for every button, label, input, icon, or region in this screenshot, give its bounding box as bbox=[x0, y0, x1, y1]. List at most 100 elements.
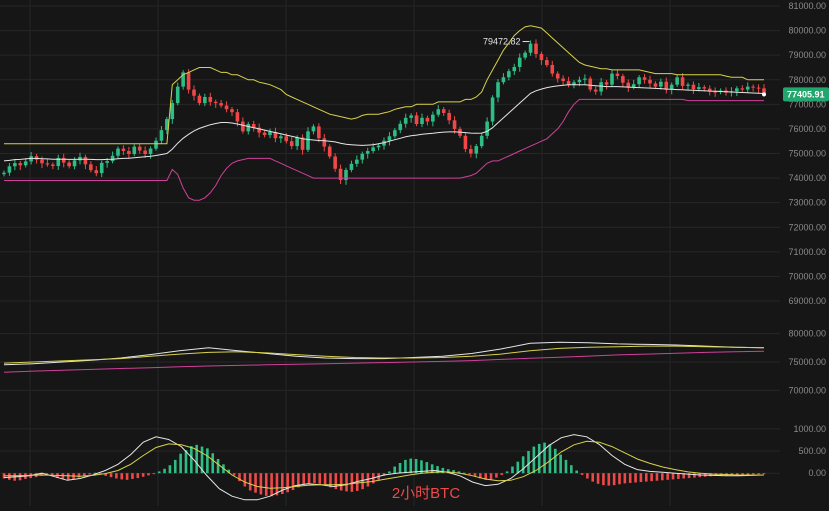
macd-histogram-bar bbox=[195, 444, 198, 474]
candle bbox=[344, 167, 348, 185]
candle bbox=[317, 123, 321, 143]
candle-body bbox=[7, 166, 12, 173]
candle bbox=[550, 60, 555, 77]
macd-histogram-bar bbox=[741, 473, 744, 475]
candle-body bbox=[512, 66, 517, 72]
macd-histogram-bar bbox=[259, 473, 263, 495]
candle-body bbox=[501, 77, 506, 83]
macd-histogram-bar bbox=[709, 473, 712, 477]
macd-histogram-bar bbox=[152, 473, 156, 475]
macd-histogram-bar bbox=[452, 470, 455, 474]
candle bbox=[327, 144, 332, 159]
macd-histogram-bar bbox=[345, 473, 348, 492]
candle bbox=[403, 113, 408, 128]
macd-histogram-bar bbox=[757, 473, 760, 475]
candle bbox=[127, 146, 131, 159]
candle-body bbox=[327, 146, 332, 157]
macd-histogram-bar bbox=[334, 473, 338, 490]
macd-histogram-bar bbox=[559, 454, 562, 474]
price-axis: 81000.00 80000.00 79000.00 78000.00 77000.00… bbox=[788, 1, 826, 478]
candle-body bbox=[566, 80, 571, 86]
macd-histogram-bar bbox=[751, 473, 755, 475]
candle-body bbox=[262, 132, 267, 136]
candle bbox=[273, 127, 278, 143]
candle-body bbox=[528, 43, 533, 53]
macd-histogram-bar bbox=[634, 473, 637, 483]
candle-body bbox=[159, 130, 164, 141]
candle-body bbox=[257, 127, 261, 133]
candle-body bbox=[561, 78, 565, 81]
candle bbox=[615, 69, 620, 80]
candle bbox=[566, 76, 571, 88]
macd-histogram-bar bbox=[200, 446, 204, 474]
candle bbox=[697, 82, 701, 92]
candle-body bbox=[224, 105, 229, 110]
candle bbox=[279, 134, 283, 144]
grid-layer bbox=[0, 0, 780, 506]
candle-body bbox=[289, 141, 294, 147]
candle-body bbox=[425, 117, 430, 122]
candle-body bbox=[507, 71, 511, 78]
candle-body bbox=[67, 162, 71, 167]
candle-body bbox=[436, 109, 441, 115]
candle bbox=[409, 113, 413, 123]
macd-histogram-bar bbox=[612, 473, 616, 486]
macd-histogram-bar bbox=[286, 473, 289, 493]
candle-body bbox=[642, 77, 647, 80]
candle-body bbox=[751, 86, 755, 88]
candle bbox=[175, 82, 180, 106]
candle-body bbox=[94, 170, 99, 174]
candle bbox=[534, 39, 538, 58]
macd-histogram-bar bbox=[115, 473, 118, 479]
candle-body bbox=[371, 147, 375, 152]
candle-body bbox=[338, 168, 343, 181]
macd-histogram-bar bbox=[671, 473, 675, 480]
candle-body bbox=[322, 138, 327, 147]
macd-histogram-bar bbox=[339, 473, 343, 491]
macd-histogram-bar bbox=[414, 459, 418, 474]
macd-histogram-bar bbox=[361, 473, 364, 490]
candle bbox=[751, 84, 755, 92]
candle-body bbox=[306, 131, 310, 150]
candle-body bbox=[23, 161, 28, 166]
candle bbox=[485, 117, 489, 139]
macd-histogram-bar bbox=[628, 473, 632, 483]
candle-body bbox=[420, 117, 424, 124]
macd-histogram-bar bbox=[586, 473, 589, 479]
candle bbox=[83, 154, 88, 170]
macd-histogram-bar bbox=[730, 473, 734, 476]
candle-body bbox=[349, 163, 354, 170]
macd-histogram-bar bbox=[302, 473, 306, 485]
candle bbox=[203, 93, 207, 107]
price-tick-label: 77000.00 bbox=[788, 99, 826, 109]
macd-histogram-bar bbox=[141, 473, 145, 477]
macd-histogram-bar bbox=[500, 473, 504, 475]
candle bbox=[192, 85, 196, 101]
macd-histogram-bar bbox=[462, 472, 466, 474]
candle bbox=[121, 145, 126, 155]
candle bbox=[355, 155, 359, 167]
candle-body bbox=[452, 120, 457, 129]
candle-body bbox=[648, 79, 652, 84]
candle-body bbox=[99, 162, 104, 174]
macd-histogram-bar bbox=[521, 456, 525, 474]
candle bbox=[333, 153, 337, 172]
candle bbox=[365, 147, 370, 159]
candle bbox=[447, 109, 451, 125]
candle-body bbox=[686, 84, 690, 86]
candle bbox=[474, 143, 479, 159]
macd-signal-line bbox=[4, 440, 764, 489]
macd-line bbox=[3, 434, 765, 501]
macd-tick-label: 0.00 bbox=[808, 468, 826, 478]
candle-body bbox=[230, 109, 234, 113]
candle-body bbox=[680, 77, 685, 86]
candle-body bbox=[273, 131, 278, 139]
macd-histogram-bar bbox=[125, 473, 129, 480]
candle-body bbox=[577, 79, 582, 83]
candle bbox=[387, 132, 392, 146]
candle bbox=[669, 82, 674, 95]
candle bbox=[116, 146, 120, 159]
macd-histogram-bar bbox=[99, 473, 102, 475]
candle-body bbox=[713, 91, 717, 93]
candle-body bbox=[40, 159, 44, 164]
